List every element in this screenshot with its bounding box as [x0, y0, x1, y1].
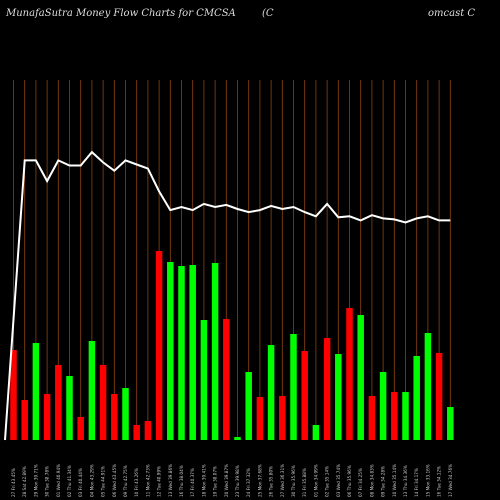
x-tick-label: 27 Fri 43.45%	[11, 468, 16, 497]
money-flow-bar	[66, 376, 73, 440]
money-flow-bar	[144, 421, 152, 440]
x-tick-label: 03 Fri 40.44%	[78, 468, 83, 497]
money-flow-bar	[200, 320, 208, 440]
money-flow-bar	[447, 407, 454, 440]
x-tick-label: 03 Wed 35.74%	[336, 464, 341, 497]
x-tick-label: 13 Thu 34.36%	[403, 465, 408, 497]
x-tick-label: 28 Sat 42.89%	[22, 466, 27, 497]
money-flow-bar	[435, 353, 443, 440]
money-flow-bar	[402, 392, 409, 440]
x-tick-label: 08 Mon 34.83%	[369, 464, 374, 497]
x-tick-label: 09 Thu 42.75%	[123, 465, 128, 497]
x-tick-label: 29 Mon 39.71%	[33, 464, 38, 497]
money-flow-bar	[21, 400, 28, 440]
x-tick-label: 02 Tue 35.14%	[325, 466, 330, 497]
money-flow-bars	[10, 251, 454, 440]
x-tick-label: 24 Fri 37.32%	[246, 468, 251, 497]
x-tick-label: 27 Wed 36.31%	[280, 464, 285, 497]
x-tick-label: 12 Tue 40.99%	[157, 466, 162, 497]
money-flow-bar	[88, 341, 96, 440]
money-flow-bar	[223, 319, 230, 440]
x-tick-label: 01 Wed 40.94%	[56, 464, 61, 497]
money-flow-bar	[211, 263, 219, 440]
chart-title-bar: MunafaSutra Money Flow Charts for CMCSA …	[0, 0, 500, 24]
x-tick-label: 19 Tue 38.07%	[213, 466, 218, 497]
money-flow-bar	[167, 262, 174, 440]
x-tick-label: 10 Fri 43.26%	[134, 468, 139, 497]
x-tick-labels: 27 Fri 43.45% 28 Sat 42.89% 29 Mon 39.71% 3…	[11, 464, 453, 497]
money-flow-bar	[189, 265, 196, 440]
x-tick-label: 25 Mon 37.68%	[257, 464, 262, 497]
x-tick-label: 04 Mon 43.29%	[89, 464, 94, 497]
x-tick-label: 05 Tue 44.91%	[101, 466, 106, 497]
money-flow-bar	[10, 350, 17, 440]
money-flow-bar	[323, 338, 331, 440]
x-tick-label: 07 Fri 34.25%	[358, 468, 363, 497]
money-flow-bar	[424, 333, 432, 440]
x-tick-label: 02 Thu 41.34%	[67, 465, 72, 497]
money-flow-bar	[77, 417, 84, 440]
money-flow-bar	[43, 394, 51, 440]
money-flow-bar	[122, 388, 129, 440]
money-flow-bar	[155, 251, 163, 440]
money-flow-bar	[267, 345, 275, 440]
money-flow-bar	[99, 365, 107, 440]
money-flow-bar	[234, 437, 241, 440]
money-flow-bar	[55, 365, 62, 440]
money-flow-bar	[413, 356, 420, 440]
x-tick-label: 06 Wed 43.45%	[112, 464, 117, 497]
money-flow-bar	[346, 308, 353, 440]
money-flow-bar	[391, 392, 398, 440]
x-tick-label: 16 Thu 38.04%	[179, 465, 184, 497]
money-flow-bar	[178, 266, 185, 440]
x-tick-label: 30 Tue 38.78%	[45, 466, 50, 497]
money-flow-bar	[111, 394, 118, 440]
x-tick-label: 26 Tue 35.80%	[269, 466, 274, 497]
money-flow-bar	[32, 343, 40, 440]
x-tick-label: 23 Thu 39.98%	[235, 465, 240, 497]
chart-title: MunafaSutra Money Flow Charts for CMCSA	[6, 8, 236, 19]
x-tick-label: 10 Wed 35.14%	[392, 464, 397, 497]
x-tick-label: 06 Thu 35.96%	[347, 465, 352, 497]
money-flow-bar	[301, 351, 308, 440]
money-flow-line	[4, 150, 451, 441]
x-tick-label: 18 Mon 39.41%	[201, 464, 206, 497]
x-tick-label: 30 Thu 35.96%	[291, 465, 296, 497]
chart-title-company-part1: (C	[262, 8, 274, 19]
x-tick-label: 17 Wed 34.76%	[448, 464, 453, 497]
x-tick-label: 15 Mon 33.16%	[425, 464, 430, 497]
x-tick-label: 01 Mon 34.99%	[313, 464, 318, 497]
x-tick-label: 09 Tue 34.28%	[381, 466, 386, 497]
x-tick-label: 11 Mon 42.73%	[145, 464, 150, 497]
x-tick-label: 31 Fri 35.88%	[302, 468, 307, 497]
x-tick-label: 16 Tue 34.12%	[437, 466, 442, 497]
money-flow-bar	[279, 396, 286, 440]
money-flow-bar	[379, 372, 387, 440]
money-flow-bar	[312, 425, 320, 440]
money-flow-bar	[368, 396, 376, 440]
money-flow-bar	[335, 354, 342, 440]
x-tick-label: 14 Fri 34.17%	[414, 468, 419, 497]
x-tick-label: 20 Wed 39.87%	[224, 464, 229, 497]
x-tick-label: 13 Wed 39.86%	[168, 464, 173, 497]
x-tick-label: 17 Fri 40.37%	[190, 468, 195, 497]
money-flow-bar	[245, 372, 252, 440]
chart-title-company-part2: omcast C	[428, 8, 476, 19]
money-flow-bar	[357, 315, 364, 440]
money-flow-bar	[256, 397, 264, 440]
money-flow-bar	[133, 425, 140, 440]
money-flow-bar	[290, 334, 297, 440]
